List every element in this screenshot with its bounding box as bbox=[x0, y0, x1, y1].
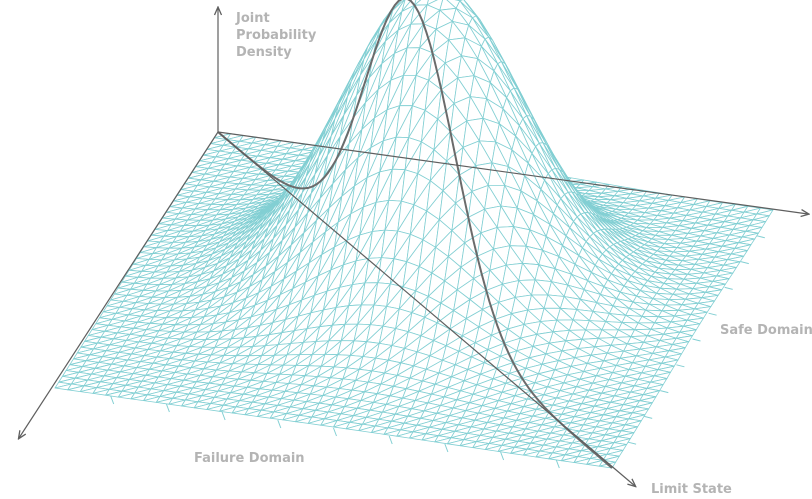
right-edge-tick bbox=[627, 441, 637, 445]
axis-label-line-3: Density bbox=[236, 45, 292, 60]
right-edge-tick bbox=[660, 390, 669, 394]
axis-label-line-1: Joint bbox=[236, 11, 270, 26]
joint-probability-density-label: Joint Probability Density bbox=[236, 10, 316, 61]
right-edge-tick bbox=[692, 338, 701, 342]
front-edge-tick bbox=[388, 435, 393, 445]
probability-density-surface bbox=[54, 0, 774, 469]
front-edge-tick bbox=[277, 419, 282, 429]
right-edge-tick bbox=[676, 364, 685, 368]
front-edge-tick bbox=[555, 459, 560, 469]
front-edge-tick bbox=[221, 411, 226, 421]
right-edge-tick bbox=[708, 312, 717, 316]
failure-domain-label: Failure Domain bbox=[194, 451, 305, 466]
front-edge-tick bbox=[444, 443, 449, 453]
right-edge-tick bbox=[724, 286, 733, 290]
right-edge-tick bbox=[644, 415, 653, 419]
safe-domain-label: Safe Domain bbox=[720, 323, 812, 338]
front-left-axis bbox=[19, 131, 219, 438]
right-edge-tick bbox=[756, 235, 766, 239]
back-axis bbox=[217, 131, 808, 214]
front-edge-tick bbox=[165, 403, 170, 413]
limit-state-curve bbox=[217, 0, 613, 469]
limit-state-label: Limit State bbox=[651, 482, 732, 497]
front-edge-tick bbox=[110, 395, 115, 405]
front-edge-tick bbox=[333, 427, 337, 437]
right-edge-tick bbox=[740, 261, 749, 265]
axis-label-line-2: Probability bbox=[236, 28, 317, 43]
front-edge-tick bbox=[500, 451, 505, 461]
limit-state-axis bbox=[217, 131, 635, 486]
